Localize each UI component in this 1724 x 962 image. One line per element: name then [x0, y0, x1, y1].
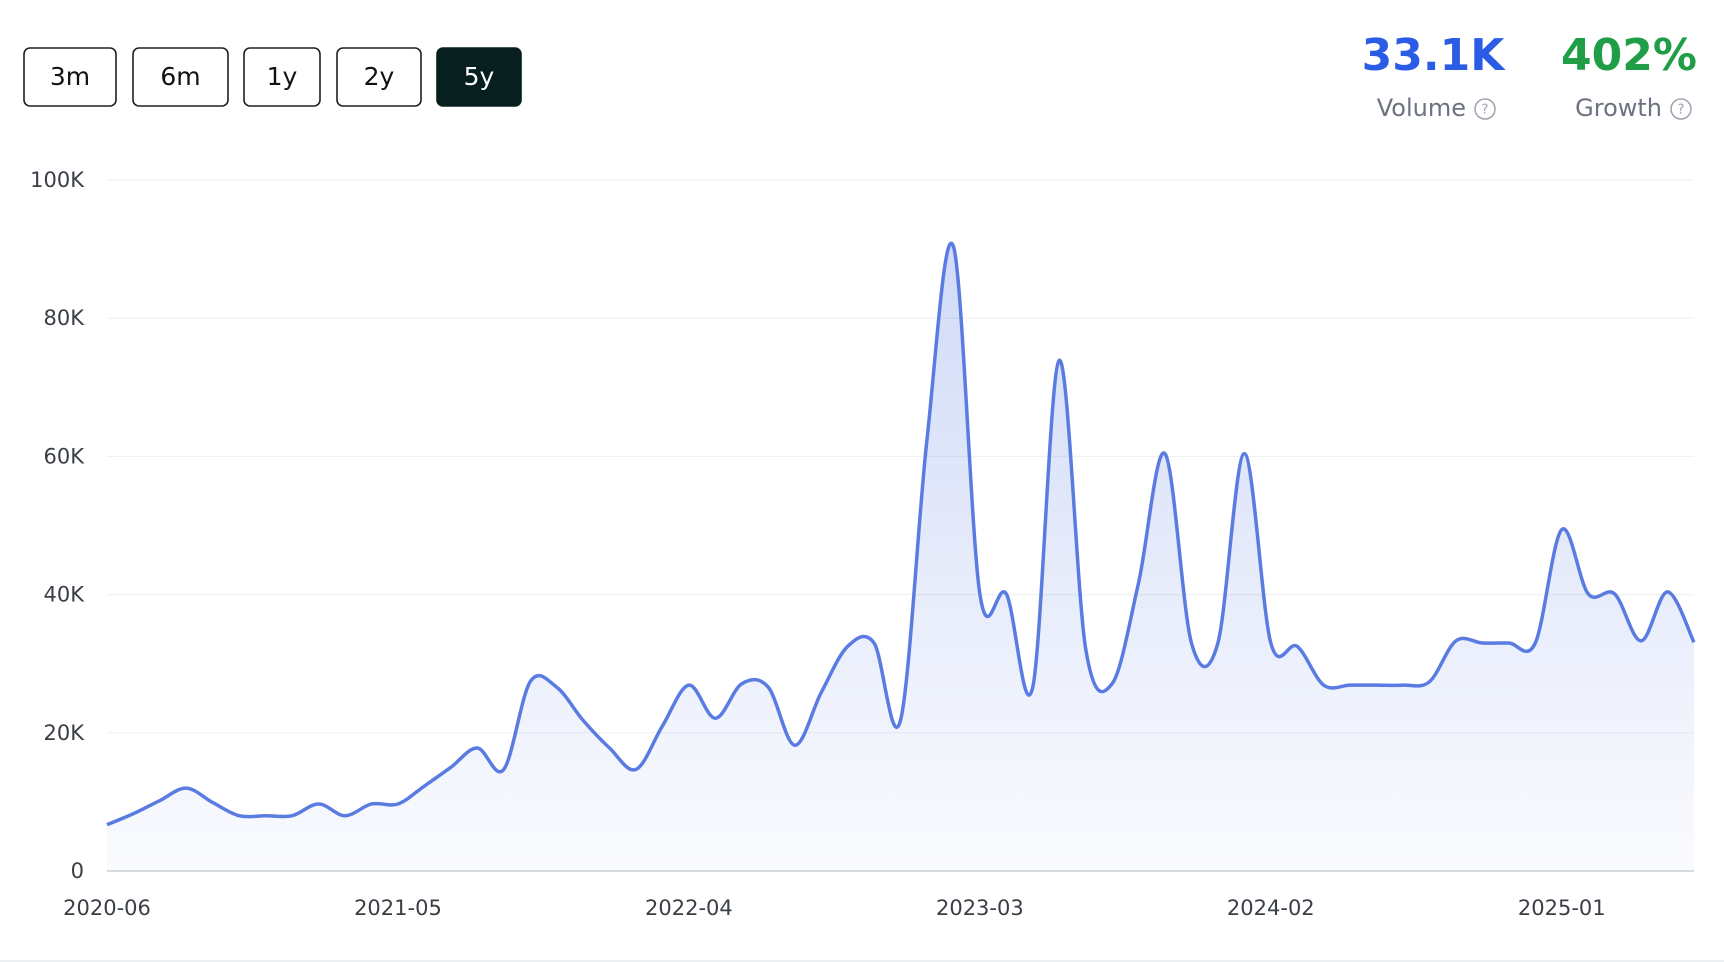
x-tick-label: 2024-02 [1227, 896, 1315, 920]
y-tick-label: 60K [44, 444, 86, 468]
help-icon[interactable] [1670, 98, 1692, 120]
stat-label: Growth [1575, 94, 1662, 122]
line [106, 241, 1696, 827]
x-tick-label: 2021-05 [354, 896, 442, 920]
x-tick-label: 2020-06 [63, 896, 151, 920]
y-tick-label: 0 [71, 859, 84, 883]
button-label: 5y [464, 62, 495, 91]
button-label: 6m [160, 62, 200, 91]
button-label: 3m [50, 62, 90, 91]
help-icon-glyph: ? [1678, 103, 1685, 118]
y-tick-label: 20K [44, 721, 86, 745]
range-button[interactable]: 2y [336, 47, 422, 107]
range-button[interactable]: 1y [243, 47, 321, 107]
button-box [436, 47, 522, 107]
button-box [336, 47, 422, 107]
y-tick-label: 40K [44, 583, 86, 607]
area-fill [107, 243, 1694, 872]
x-tick-label: 2022-04 [645, 896, 733, 920]
range-button[interactable]: 3m [23, 47, 117, 107]
y-tick-label: 100K [30, 168, 85, 192]
help-icon[interactable] [1474, 98, 1496, 120]
button-label: 1y [267, 62, 298, 91]
x-tick-label: 2025-01 [1518, 896, 1606, 920]
button-box [132, 47, 229, 107]
button-box [23, 47, 117, 107]
stats: 33.1K Volume ? 402% Growth? [1362, 30, 1697, 122]
range-button[interactable]: 5y [436, 47, 522, 107]
stat-label: Volume [1377, 94, 1466, 122]
range-buttons: 3m 6m 1y 2y 5y [23, 47, 522, 107]
button-label: 2y [364, 62, 395, 91]
button-box [243, 47, 321, 107]
x-tick-label: 2023-03 [936, 896, 1024, 920]
y-tick-label: 80K [44, 306, 86, 330]
stat-value: 402% [1561, 30, 1697, 81]
range-button[interactable]: 6m [132, 47, 229, 107]
stat-value: 33.1K [1362, 30, 1507, 81]
chart: 0 20K 40K 60K 80K 100K 2020-06 2021-05 2022-04 20… [30, 168, 1696, 920]
help-icon-glyph: ? [1482, 103, 1489, 118]
